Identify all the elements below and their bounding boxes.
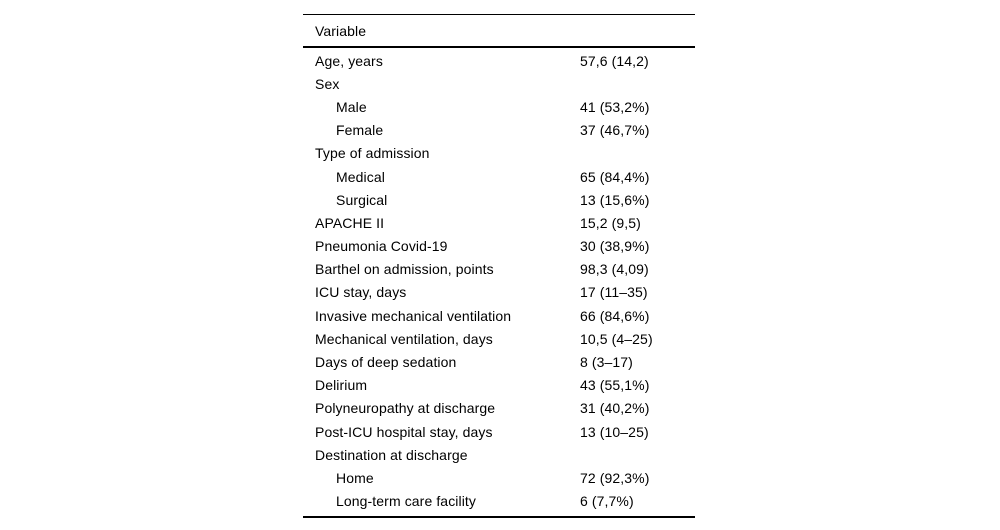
- row-label: Mechanical ventilation, days: [315, 330, 493, 347]
- row-label: ICU stay, days: [315, 284, 407, 301]
- row-label: Polyneuropathy at discharge: [315, 400, 496, 417]
- patient-characteristics-table: Variable Age, years 57,6 (14,2) Sex Male 41 …: [303, 14, 695, 518]
- table-row: Male 41 (53,2%): [303, 95, 695, 118]
- table-row: Long-term care facility 6 (7,7%): [303, 490, 695, 513]
- column-header-variable: Variable: [315, 22, 367, 39]
- table-row: Age, years 57,6 (14,2): [303, 49, 695, 72]
- row-label: Male: [336, 98, 367, 115]
- table-header-row: Variable: [303, 15, 695, 48]
- table-row: Home 72 (92,3%): [303, 466, 695, 489]
- row-value: 13 (15,6%): [580, 191, 650, 208]
- row-value: 15,2 (9,5): [580, 214, 641, 231]
- table-row: Medical 65 (84,4%): [303, 165, 695, 188]
- row-label: Medical: [336, 168, 385, 185]
- table-row: Delirium 43 (55,1%): [303, 374, 695, 397]
- row-label: Surgical: [336, 191, 388, 208]
- row-value: 98,3 (4,09): [580, 261, 649, 278]
- table-row: Polyneuropathy at discharge 31 (40,2%): [303, 397, 695, 420]
- row-label: Destination at discharge: [315, 446, 468, 463]
- row-value: 37 (46,7%): [580, 122, 650, 139]
- row-value: 30 (38,9%): [580, 238, 650, 255]
- row-label: Barthel on admission, points: [315, 261, 494, 278]
- row-label: Long-term care facility: [336, 493, 477, 510]
- table-row: Sex: [303, 72, 695, 95]
- row-label: Sex: [315, 75, 340, 92]
- row-value: 10,5 (4–25): [580, 330, 653, 347]
- row-label: Pneumonia Covid-19: [315, 238, 448, 255]
- row-value: 57,6 (14,2): [580, 52, 649, 69]
- row-value: 72 (92,3%): [580, 469, 650, 486]
- row-value: 31 (40,2%): [580, 400, 650, 417]
- table-row: Days of deep sedation 8 (3–17): [303, 350, 695, 373]
- table-row: Type of admission: [303, 142, 695, 165]
- row-value: 17 (11–35): [580, 284, 648, 301]
- table-body: Age, years 57,6 (14,2) Sex Male 41 (53,2%) Fe…: [303, 48, 695, 516]
- table-row: ICU stay, days 17 (11–35): [303, 281, 695, 304]
- row-label: Type of admission: [315, 145, 430, 162]
- table-row: Destination at discharge: [303, 443, 695, 466]
- row-label: Delirium: [315, 377, 368, 394]
- table-row: Invasive mechanical ventilation 66 (84,6%…: [303, 304, 695, 327]
- table-row: Mechanical ventilation, days 10,5 (4–25): [303, 327, 695, 350]
- row-value: 41 (53,2%): [580, 98, 650, 115]
- table-row: Pneumonia Covid-19 30 (38,9%): [303, 235, 695, 258]
- row-label: Days of deep sedation: [315, 354, 457, 371]
- table-row: Post-ICU hospital stay, days 13 (10–25): [303, 420, 695, 443]
- row-value: 66 (84,6%): [580, 307, 650, 324]
- row-value: 65 (84,4%): [580, 168, 650, 185]
- row-value: 13 (10–25): [580, 423, 649, 440]
- row-label: Age, years: [315, 52, 383, 69]
- table-row: Female 37 (46,7%): [303, 119, 695, 142]
- row-label: Invasive mechanical ventilation: [315, 307, 512, 324]
- table-row: Surgical 13 (15,6%): [303, 188, 695, 211]
- table-row: Barthel on admission, points 98,3 (4,09): [303, 258, 695, 281]
- row-label: APACHE II: [315, 214, 385, 231]
- table-row: APACHE II 15,2 (9,5): [303, 211, 695, 234]
- row-value: 8 (3–17): [580, 354, 633, 371]
- row-label: Post-ICU hospital stay, days: [315, 423, 493, 440]
- row-label: Home: [336, 469, 374, 486]
- row-value: 6 (7,7%): [580, 493, 634, 510]
- row-value: 43 (55,1%): [580, 377, 650, 394]
- row-label: Female: [336, 122, 384, 139]
